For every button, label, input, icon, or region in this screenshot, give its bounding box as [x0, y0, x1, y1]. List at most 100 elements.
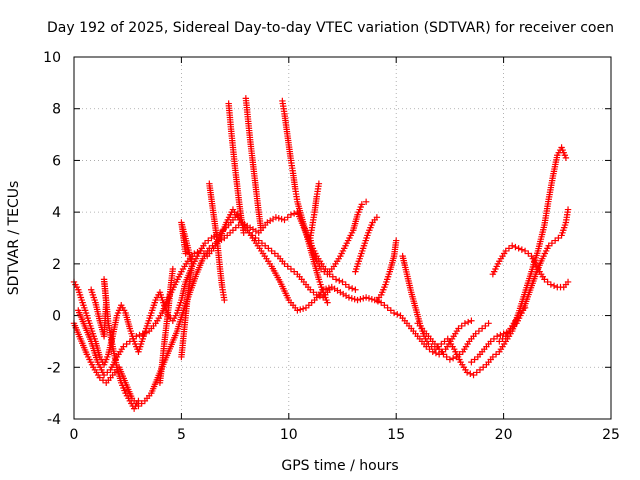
data-point [458, 322, 465, 330]
data-point [200, 250, 208, 257]
data-point [321, 268, 328, 275]
data-point [307, 286, 314, 293]
y-tick-label: 4 [52, 205, 61, 221]
data-point [104, 369, 111, 376]
grid [74, 57, 611, 419]
series-track-16 [156, 265, 177, 386]
x-tick-label: 5 [177, 427, 186, 443]
data-point [551, 237, 559, 244]
data-point [521, 304, 529, 312]
series-track-11 [414, 320, 492, 363]
data-point [464, 318, 472, 326]
data-point [324, 299, 331, 306]
data-point [197, 247, 204, 255]
series-track-6 [279, 97, 331, 306]
data-point [374, 298, 382, 305]
data-point [136, 331, 143, 339]
series-track-15 [87, 276, 142, 412]
data-point [123, 340, 130, 348]
data-point [461, 320, 469, 327]
data-point [547, 281, 555, 288]
x-tick-label: 10 [280, 427, 298, 443]
data-point [502, 247, 509, 255]
data-point [508, 242, 516, 249]
data-point [438, 340, 445, 348]
data-marks [70, 95, 572, 412]
data-point [358, 201, 366, 208]
data-point [317, 265, 325, 273]
series-track-3 [75, 206, 333, 379]
data-point [446, 356, 454, 363]
data-point [497, 331, 504, 339]
data-point [191, 250, 198, 257]
y-tick-label: 10 [43, 50, 61, 66]
data-point [182, 250, 189, 257]
data-point [485, 320, 492, 327]
data-point [126, 338, 134, 345]
data-point [345, 283, 353, 291]
data-point [467, 370, 474, 377]
data-point [425, 340, 432, 348]
data-point [290, 268, 298, 275]
data-point [245, 229, 253, 237]
data-point [310, 289, 317, 296]
data-point [258, 239, 266, 247]
data-point [275, 214, 282, 222]
data-point [550, 282, 558, 290]
data-point [249, 232, 256, 239]
data-point [139, 330, 146, 337]
data-point [525, 250, 532, 257]
data-point [290, 210, 298, 217]
data-point [472, 330, 479, 337]
series-track-7 [307, 180, 370, 278]
data-point [299, 305, 307, 312]
data-point [489, 353, 497, 361]
data-point [562, 154, 570, 162]
data-point [265, 245, 272, 252]
data-point [313, 291, 320, 299]
data-point [129, 335, 137, 343]
data-point [390, 309, 398, 317]
data-point [278, 215, 285, 223]
data-point [478, 325, 486, 332]
data-point [455, 325, 462, 332]
data-point [468, 358, 475, 366]
data-point [541, 276, 548, 283]
data-point [360, 295, 367, 302]
data-point [490, 335, 498, 343]
data-point [479, 364, 487, 371]
y-tick-label: 2 [52, 257, 61, 273]
data-point [205, 237, 212, 244]
data-point [348, 285, 356, 292]
data-point [194, 249, 201, 256]
data-point [261, 242, 269, 249]
data-point [449, 355, 457, 362]
data-point [473, 369, 480, 376]
data-point [201, 239, 209, 247]
data-point [548, 239, 556, 247]
data-point [297, 306, 304, 313]
data-point [456, 351, 463, 358]
data-point [496, 338, 503, 345]
data-point [432, 349, 440, 357]
series-track-4 [225, 100, 247, 237]
data-point [394, 311, 401, 318]
data-point [284, 214, 291, 221]
data-point [329, 273, 337, 280]
x-tick-label: 15 [387, 427, 405, 443]
data-point [281, 216, 288, 224]
data-point [255, 237, 262, 244]
data-point [564, 206, 572, 213]
data-point [362, 294, 370, 301]
data-point [499, 335, 506, 343]
data-point [482, 322, 489, 330]
data-point [428, 343, 435, 350]
data-point [521, 247, 529, 255]
data-point [336, 277, 343, 284]
data-point [169, 265, 177, 273]
data-point [373, 214, 381, 221]
data-point [357, 295, 364, 303]
y-tick-label: -2 [47, 360, 61, 376]
data-point [284, 263, 291, 270]
data-point [287, 211, 295, 218]
